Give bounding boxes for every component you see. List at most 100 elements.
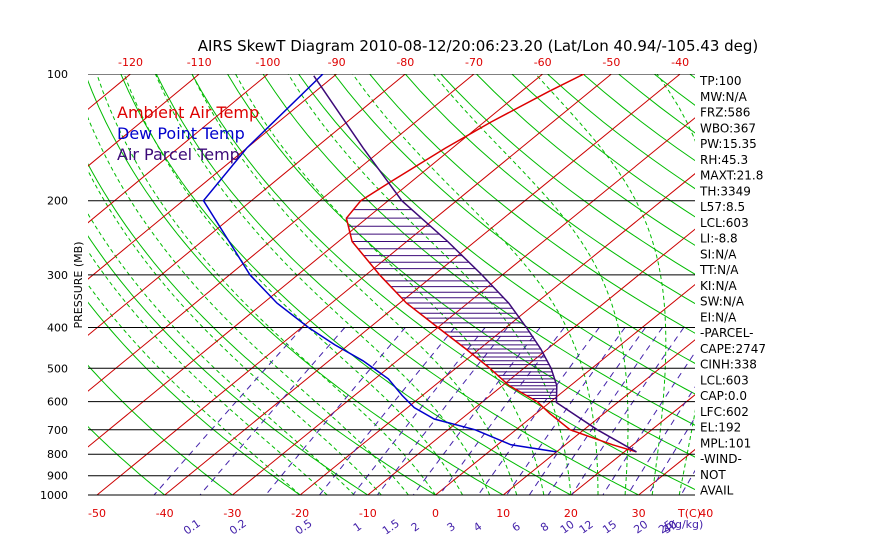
y-axis-label: PRESSURE (MB) <box>72 242 85 329</box>
profile-series <box>202 74 637 453</box>
pressure-tick-label: 1000 <box>40 489 68 502</box>
isotherm-line <box>367 228 695 496</box>
mixing-ratio-line <box>602 351 695 496</box>
temp-tick-bottom: 40 <box>699 507 713 520</box>
moist-adiabat-line <box>433 74 629 496</box>
isotherm-line <box>774 74 870 495</box>
moist-adiabat-line <box>352 74 599 495</box>
index-text: AVAIL <box>700 484 734 498</box>
temp-tick-bottom: 30 <box>632 507 646 520</box>
mixing-ratio-line <box>571 327 685 496</box>
mixing-ratio-label: 2 <box>409 520 422 535</box>
index-text: -PARCEL- <box>700 326 754 340</box>
isotherm-line <box>88 74 406 336</box>
pressure-tick-label: 600 <box>47 396 68 409</box>
dry-adiabat-line <box>155 74 639 496</box>
isotherm-line <box>88 74 544 448</box>
temp-tick-bottom: -20 <box>291 507 309 520</box>
dry-adiabat-line <box>88 235 369 496</box>
dry-adiabat-line <box>88 79 504 496</box>
moist-adiabat-line <box>123 74 464 496</box>
isotherm-line <box>435 284 695 496</box>
moist-adiabat-line <box>88 283 301 496</box>
dry-adiabat-line <box>298 74 695 395</box>
mixing-ratio-line <box>352 327 486 496</box>
index-text: LFC:602 <box>700 405 749 419</box>
mixing-ratio-label: 3 <box>445 520 458 535</box>
temp-tick-bottom: -10 <box>359 507 377 520</box>
dry-adiabat-line <box>476 74 695 246</box>
series-line <box>345 74 637 453</box>
pressure-tick-label: 100 <box>47 68 68 81</box>
moist-adiabat-line <box>88 116 409 496</box>
index-text: SI:N/A <box>700 247 737 261</box>
isotherm-line <box>96 74 612 496</box>
dry-adiabat-line <box>88 425 166 496</box>
index-text: MW:N/A <box>700 90 748 104</box>
isotherm-line <box>842 74 870 495</box>
series-line <box>313 75 637 453</box>
chart-title: AIRS SkewT Diagram 2010-08-12/20:06:23.2… <box>198 37 759 55</box>
moist-adiabat-line <box>88 250 328 496</box>
moist-adiabat-line <box>287 74 572 496</box>
index-text: LI:-8.8 <box>700 232 738 246</box>
moist-adiabat-line <box>535 74 667 496</box>
mixing-ratio-label: 15 <box>600 518 619 537</box>
index-text: -WIND- <box>700 452 742 466</box>
pressure-tick-label: 900 <box>47 470 68 483</box>
index-text: CINH:338 <box>700 358 757 372</box>
temp-tick-top: -110 <box>187 56 212 69</box>
dry-adiabat-line <box>796 74 870 495</box>
temp-tick-top: -60 <box>534 56 552 69</box>
temp-tick-top: -80 <box>396 56 414 69</box>
dry-adiabat-line <box>191 74 695 491</box>
temp-tick-bottom: 0 <box>432 507 439 520</box>
x-axis-label: T(C) <box>677 507 701 520</box>
pressure-tick-label: 700 <box>47 424 68 437</box>
mixing-ratio-line <box>153 327 303 496</box>
moist-adiabat-line <box>154 74 491 496</box>
temp-tick-top: -70 <box>465 56 483 69</box>
index-text: TH:3349 <box>699 184 751 198</box>
isobars <box>88 74 695 496</box>
dry-adiabat-line <box>88 163 436 496</box>
moist-adiabat-line <box>88 169 382 496</box>
isotherm-line <box>88 74 475 392</box>
mixing-ratio-label: 10 <box>558 518 577 537</box>
index-text: LCL:603 <box>700 373 749 387</box>
dry-adiabat-line <box>440 74 695 275</box>
index-text: L57:8.5 <box>700 200 745 214</box>
mixing-ratio-label: 8 <box>538 520 551 535</box>
moist-adiabat-line <box>656 74 695 496</box>
legend-air-parcel-temp: Air Parcel Temp <box>117 145 240 164</box>
mixing-ratio-label: 20 <box>631 518 650 537</box>
isotherm-line <box>299 173 695 496</box>
temp-tick-bottom: -50 <box>88 507 106 520</box>
isotherm-line <box>164 74 681 496</box>
index-text: WBO:367 <box>700 121 756 135</box>
index-text: FRZ:586 <box>700 106 750 120</box>
dry-adiabat-line <box>369 74 695 334</box>
mixing-ratio-lines <box>153 327 695 496</box>
legend-dew-point-temp: Dew Point Temp <box>117 124 245 143</box>
moist-adiabat-line <box>96 74 436 496</box>
index-text: PW:15.35 <box>700 137 757 151</box>
pressure-tick-label: 400 <box>47 321 68 334</box>
index-text: TP:100 <box>699 74 742 88</box>
cape-hatching <box>346 200 557 403</box>
index-text: LCL:603 <box>700 216 749 230</box>
mixing-ratio-line <box>199 327 346 496</box>
mixing-ratio-label: 1 <box>351 520 364 535</box>
moist-adiabat-line <box>191 74 518 496</box>
isotherm-line <box>88 74 269 224</box>
temp-tick-bottom: 10 <box>496 507 510 520</box>
isotherm-line <box>88 74 200 167</box>
mixing-ratio-label: 6 <box>510 520 523 535</box>
temp-tick-top: -90 <box>328 56 346 69</box>
index-text: RH:45.3 <box>700 153 748 167</box>
index-text: CAP:0.0 <box>700 389 747 403</box>
mixing-ratio-label: 12 <box>577 518 596 537</box>
temp-tick-bottom: -40 <box>156 507 174 520</box>
